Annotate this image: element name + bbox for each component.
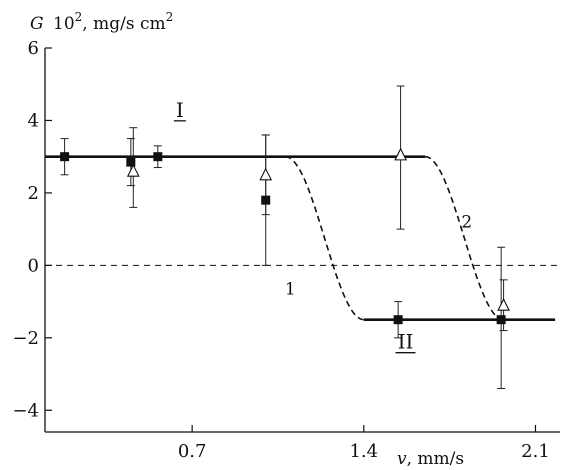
square-marker xyxy=(393,315,403,325)
dashed-transition-curve-1 xyxy=(285,155,364,321)
fit-lines xyxy=(45,155,556,321)
axes: 6 4 2 0 −2 −4 0.7 1.4 2.1 xyxy=(12,38,560,462)
curve-label-2: 2 xyxy=(461,212,472,232)
y-tick-label: −2 xyxy=(12,328,39,349)
y-axis-title: G 102, mg/s cm2 xyxy=(30,10,173,34)
x-tick-label: 2.1 xyxy=(521,441,550,462)
triangle-marker xyxy=(394,147,407,161)
triangle-marker xyxy=(497,297,510,311)
region-label-I: I xyxy=(176,98,184,122)
x-tick-label: 0.7 xyxy=(178,441,207,462)
data-markers xyxy=(60,147,510,325)
y-tick-label: 0 xyxy=(28,255,39,276)
square-marker xyxy=(126,157,136,167)
region-label-II: II xyxy=(398,330,414,354)
triangle-marker xyxy=(259,167,273,181)
square-marker xyxy=(261,195,271,205)
dashed-transition-curve-2 xyxy=(425,155,504,321)
y-tick-label: −4 xyxy=(12,400,39,421)
curve-label-1: 1 xyxy=(285,279,296,299)
triangle-marker xyxy=(126,163,140,177)
y-tick-label: 2 xyxy=(28,183,39,204)
square-marker xyxy=(60,152,70,162)
x-axis-title: v, mm/s xyxy=(397,449,464,469)
error-bars xyxy=(60,85,508,390)
y-tick-label: 6 xyxy=(28,38,39,59)
square-marker xyxy=(496,315,506,325)
x-tick-label: 1.4 xyxy=(349,441,378,462)
y-tick-label: 4 xyxy=(28,110,39,131)
square-marker xyxy=(153,152,163,162)
